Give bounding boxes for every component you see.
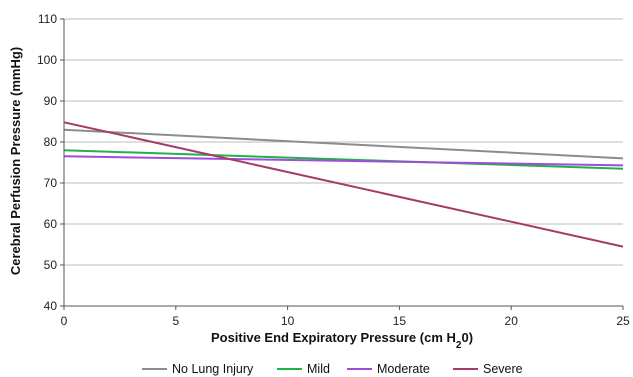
series-line-mild xyxy=(63,149,624,170)
y-tick-label-70: 70 xyxy=(44,176,58,190)
x-tick-label-5: 5 xyxy=(172,314,179,328)
legend-label-no-lung-injury: No Lung Injury xyxy=(172,362,254,376)
series-lines xyxy=(63,121,624,248)
x-tick-label-10: 10 xyxy=(281,314,295,328)
y-tick-label-110: 110 xyxy=(38,12,57,26)
y-axis-title: Cerebral Perfusion Pressure (mmHg) xyxy=(8,47,23,275)
y-tick-label-90: 90 xyxy=(44,94,58,108)
y-tick-labels: 40 50 60 70 80 90 100 110 xyxy=(37,12,57,313)
legend-label-severe: Severe xyxy=(483,362,523,376)
y-tick-label-60: 60 xyxy=(44,217,58,231)
series-line-moderate xyxy=(63,155,624,167)
y-tick-label-50: 50 xyxy=(44,258,58,272)
y-tick-label-40: 40 xyxy=(44,299,58,313)
axes xyxy=(60,18,624,310)
x-tick-label-15: 15 xyxy=(393,314,407,328)
x-tick-label-25: 25 xyxy=(616,314,630,328)
series-line-severe xyxy=(63,121,624,248)
series-line-no-lung-injury xyxy=(63,128,624,160)
x-axis-title: Positive End Expiratory Pressure (cm H20… xyxy=(211,330,473,351)
legend: No Lung Injury Mild Moderate Severe xyxy=(142,362,523,376)
y-tick-label-80: 80 xyxy=(44,135,58,149)
x-tick-label-0: 0 xyxy=(61,314,68,328)
legend-label-moderate: Moderate xyxy=(377,362,430,376)
legend-label-mild: Mild xyxy=(307,362,330,376)
x-tick-label-20: 20 xyxy=(505,314,519,328)
x-tick-labels: 0 5 10 15 20 25 xyxy=(61,314,630,328)
y-tick-label-100: 100 xyxy=(37,53,57,67)
